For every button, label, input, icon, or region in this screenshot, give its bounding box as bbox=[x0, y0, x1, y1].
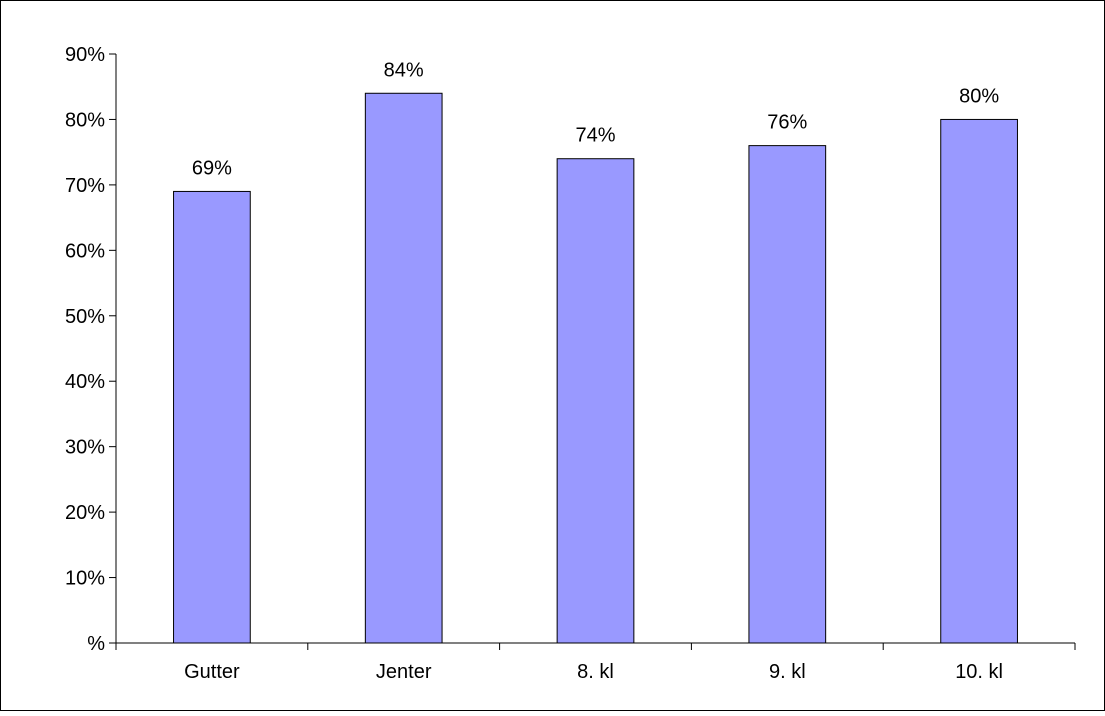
y-tick-label: 70% bbox=[65, 175, 105, 197]
x-tick-label: 9. kl bbox=[769, 661, 806, 683]
y-tick-label: % bbox=[87, 633, 105, 655]
x-tick-label: 8. kl bbox=[577, 661, 614, 683]
y-tick-label: 20% bbox=[65, 502, 105, 524]
x-tick-label: 10. kl bbox=[955, 661, 1003, 683]
x-tick-label: Jenter bbox=[376, 661, 432, 683]
y-tick-label: 30% bbox=[65, 437, 105, 459]
bar bbox=[364, 92, 443, 644]
y-tick-label: 50% bbox=[65, 306, 105, 328]
bar-value-label: 76% bbox=[767, 112, 807, 134]
y-tick-label: 90% bbox=[65, 44, 105, 66]
bar-value-label: 80% bbox=[959, 85, 999, 107]
bar bbox=[748, 145, 827, 644]
bar bbox=[173, 190, 251, 644]
bar bbox=[940, 118, 1018, 644]
y-tick-label: 10% bbox=[65, 568, 105, 590]
y-tick-label: 60% bbox=[65, 240, 105, 262]
bar-value-label: 69% bbox=[192, 157, 232, 179]
y-tick-label: 40% bbox=[65, 371, 105, 393]
data-labels: 69% 84% 74% 76% 80% bbox=[192, 59, 999, 179]
y-tick-label: 80% bbox=[65, 109, 105, 131]
bar bbox=[556, 158, 635, 644]
y-axis: % 10% 20% 30% 40% 50% 60% 70% 80% 90% bbox=[65, 44, 117, 655]
bars bbox=[173, 92, 1018, 644]
bar-value-label: 74% bbox=[575, 125, 615, 147]
x-tick-label: Gutter bbox=[184, 661, 240, 683]
bar-value-label: 84% bbox=[384, 59, 424, 81]
x-axis: Gutter Jenter 8. kl 9. kl 10. kl bbox=[115, 642, 1076, 683]
